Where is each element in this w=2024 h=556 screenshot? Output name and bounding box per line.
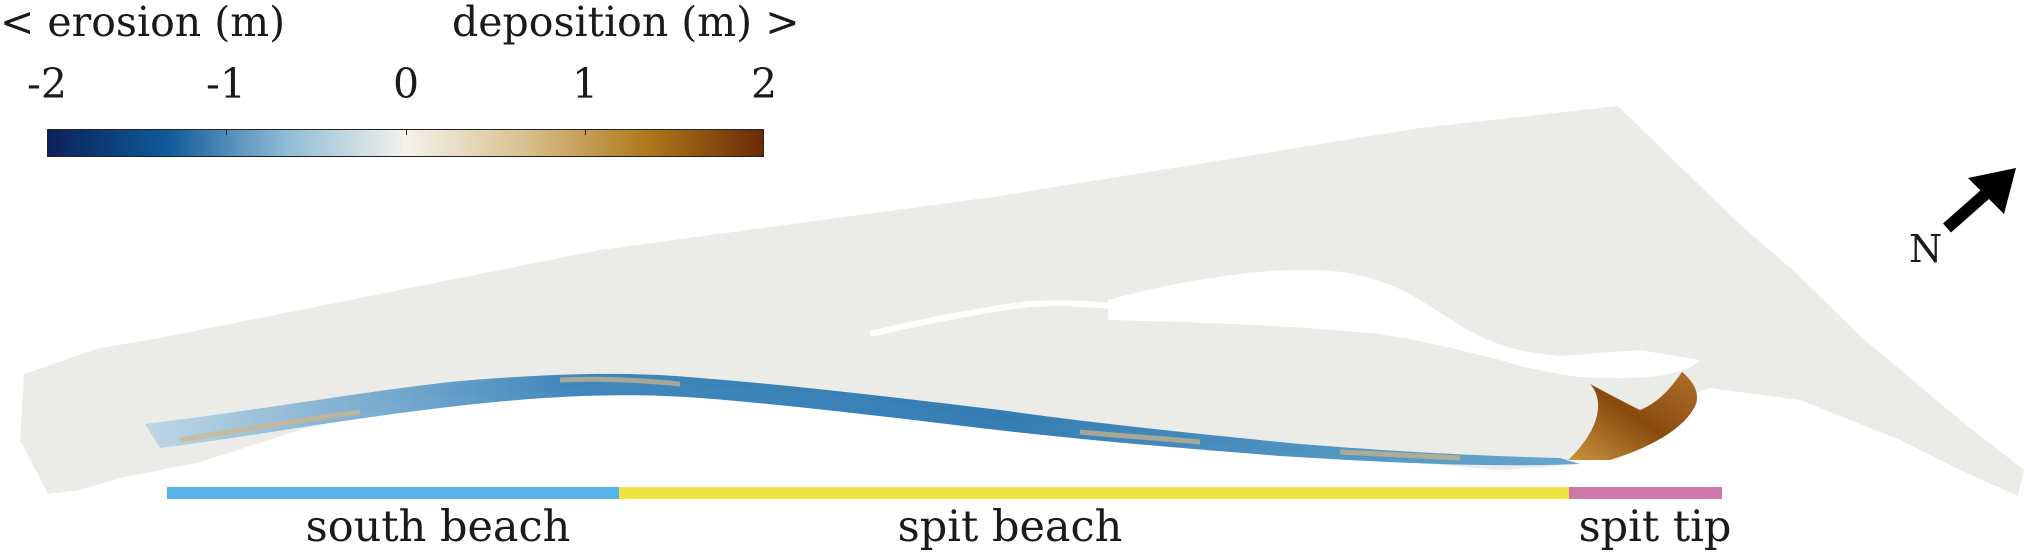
section-bar-spit-beach: [619, 487, 1569, 499]
colorbar: [47, 129, 764, 157]
deposition-label: deposition (m) >: [452, 0, 800, 46]
section-label-spit-tip: spit tip: [1578, 502, 1732, 552]
spit-tip-deposition: [1568, 372, 1698, 460]
erosion-label: < erosion (m): [0, 0, 286, 46]
section-bar-south-beach: [167, 487, 619, 499]
colorbar-tick: [406, 129, 407, 135]
section-label-south-beach: south beach: [305, 502, 571, 552]
deposition-streaks: [179, 376, 1461, 461]
river-tributary: [869, 300, 1113, 337]
colorbar-tick-label: 1: [571, 60, 599, 108]
section-bar-spit-tip: [1569, 487, 1722, 499]
colorbar-tick: [585, 129, 586, 135]
land-area: [20, 106, 2024, 496]
colorbar-tick-label: -1: [206, 60, 246, 108]
erosion-band: [145, 373, 1580, 466]
colorbar-tick-label: -2: [27, 60, 67, 108]
river-channel: [1108, 269, 1700, 379]
colorbar-tick-label: 2: [750, 60, 778, 108]
north-label: N: [1909, 227, 1943, 271]
colorbar-tick-label: 0: [392, 60, 420, 108]
north-arrow-icon: [1943, 168, 2016, 233]
colorbar-tick: [226, 129, 227, 135]
section-label-spit-beach: spit beach: [897, 502, 1123, 552]
